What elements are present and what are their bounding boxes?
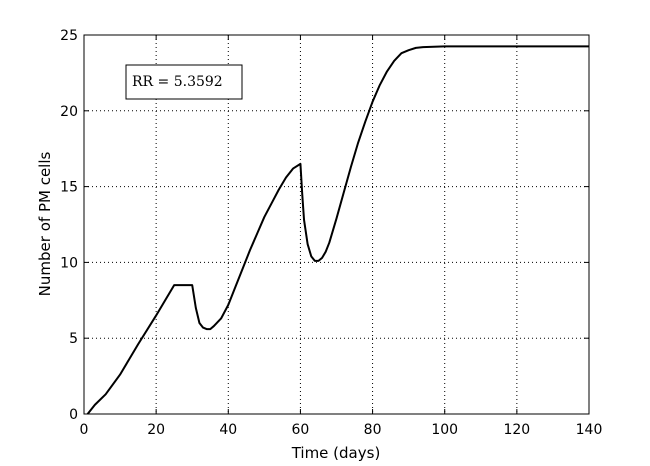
x-tick-labels: 0 20 40 60 80 100 120 140 — [80, 422, 603, 438]
x-axis-label: Time (days) — [291, 444, 381, 462]
y-tick-label: 0 — [69, 407, 78, 423]
x-tick-label: 80 — [364, 422, 382, 438]
series-line — [86, 45, 589, 415]
y-tick-label: 15 — [60, 180, 78, 196]
x-tick-label: 0 — [80, 422, 89, 438]
x-tick-label: 120 — [503, 422, 530, 438]
x-tick-label: 40 — [219, 422, 237, 438]
x-tick-label: 100 — [431, 422, 458, 438]
annotation-frame — [125, 64, 243, 100]
y-axis-label: Number of PM cells — [36, 152, 54, 297]
grid — [84, 35, 589, 414]
x-tick-label: 140 — [576, 422, 603, 438]
y-tick-label: 20 — [60, 104, 78, 120]
x-tick-label: 20 — [147, 422, 165, 438]
rr-annotation: RR = 5.3592 — [125, 64, 243, 100]
x-tick-label: 60 — [292, 422, 310, 438]
y-tick-labels: 0 5 10 15 20 25 — [60, 28, 78, 423]
plot-frame — [83, 34, 590, 415]
y-tick-label: 10 — [60, 255, 78, 271]
y-tick-label: 5 — [69, 331, 78, 347]
y-tick-label: 25 — [60, 28, 78, 44]
annotation-text: RR = 5.3592 — [132, 74, 223, 90]
axis-ticks — [83, 34, 590, 415]
